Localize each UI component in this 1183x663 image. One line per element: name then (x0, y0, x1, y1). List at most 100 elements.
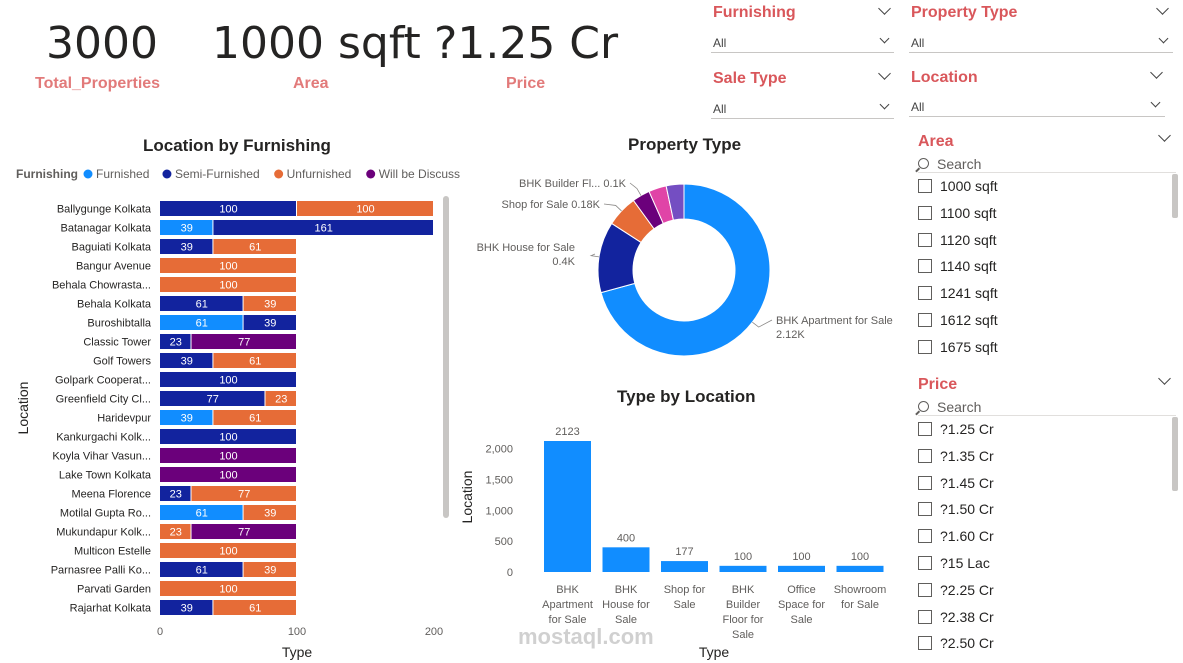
bar-baguiati-kolkata-unfurnished (213, 239, 296, 254)
area-option-1120-sqft[interactable]: 1120 sqft (918, 230, 997, 250)
checkbox[interactable] (918, 259, 932, 274)
x-tick-label: 0 (157, 626, 163, 638)
price-option-label: ?2.50 Cr (940, 635, 994, 650)
furnishing-dropdown[interactable]: All (711, 31, 894, 53)
checkbox[interactable] (918, 502, 932, 517)
column-showroom-for-sale (836, 565, 884, 572)
bar-parnasree-palli-ko-semi-furnished (160, 562, 243, 577)
bar-haridevpur-unfurnished (213, 410, 296, 425)
checkbox[interactable] (918, 529, 932, 544)
column-bhk-apartment-for-sale (544, 441, 591, 572)
checkbox[interactable] (918, 448, 932, 463)
area-option-label: 1120 sqft (940, 231, 997, 248)
y-tick-label: Meena Florence (72, 489, 152, 501)
checkbox[interactable] (918, 339, 932, 354)
price-slicer-title: Price (918, 376, 958, 393)
checkbox[interactable] (918, 609, 932, 624)
price-option-1-35-cr[interactable]: ?1.35 Cr (918, 446, 994, 466)
property-type-dropdown[interactable]: All (909, 31, 1173, 53)
x-tick-label: for Sale (841, 599, 879, 611)
x-tick-label: BHK (615, 584, 638, 596)
area-option-1675-sqft[interactable]: 1675 sqft (918, 337, 998, 357)
location-dropdown[interactable]: All (909, 95, 1165, 117)
x-tick-label: BHK (556, 584, 579, 596)
price-option-label: ?1.60 Cr (940, 528, 994, 545)
donut-label-bhk-house-for-sale: 0.4K (552, 256, 575, 268)
checkbox[interactable] (918, 232, 932, 247)
checkbox[interactable] (918, 636, 932, 650)
x-tick-label: 100 (288, 626, 306, 638)
x-axis-label: Type (699, 644, 730, 660)
data-label: 77 (238, 337, 250, 349)
y-tick-label: Motilal Gupta Ro... (60, 508, 151, 520)
donut-slice-showroom-for-sale (665, 183, 685, 221)
x-tick-label: Sale (790, 614, 812, 626)
price-option-1-50-cr[interactable]: ?1.50 Cr (918, 499, 994, 519)
bar-parvati-garden-unfurnished (160, 581, 296, 596)
data-label: 61 (249, 413, 261, 425)
y-tick-label: Multicon Estelle (74, 546, 151, 558)
y-tick-label: Parnasree Palli Ko... (51, 565, 151, 577)
bar-haridevpur-furnished (160, 410, 213, 425)
kpi-area-label: Area (293, 75, 329, 92)
area-option-1000-sqft[interactable]: 1000 sqft (918, 176, 998, 196)
checkbox[interactable] (918, 475, 932, 490)
bar-bangur-avenue-unfurnished (160, 258, 296, 273)
price-option-label: ?1.45 Cr (940, 474, 994, 491)
location-selected-value: All (911, 100, 925, 114)
legend-label-will-be-discussed: Will be Discussed (379, 167, 460, 181)
checkbox[interactable] (918, 205, 932, 220)
y-tick-label: Behala Chowrasta... (52, 280, 151, 292)
chart-scrollbar[interactable] (443, 196, 449, 518)
leader-line (629, 182, 642, 196)
checkbox[interactable] (918, 582, 932, 597)
price-option-2-25-cr[interactable]: ?2.25 Cr (918, 580, 994, 600)
price-option-1-25-cr[interactable]: ?1.25 Cr (918, 419, 994, 439)
price-search-input[interactable]: Search (918, 398, 1176, 416)
area-option-1612-sqft[interactable]: 1612 sqft (918, 310, 998, 330)
data-label: 100 (356, 204, 374, 216)
data-label: 39 (181, 603, 193, 615)
checkbox[interactable] (918, 286, 932, 301)
donut-label-shop-for-sale: Shop for Sale 0.18K (502, 199, 601, 211)
area-option-1140-sqft[interactable]: 1140 sqft (918, 256, 997, 276)
checkbox[interactable] (918, 179, 932, 193)
area-option-1100-sqft[interactable]: 1100 sqft (918, 203, 997, 223)
data-label: 23 (170, 527, 182, 539)
x-tick-label: Office (787, 584, 816, 596)
bar-mukundapur-kolk-unfurnished (160, 524, 191, 539)
checkbox[interactable] (918, 422, 932, 436)
data-label: 100 (219, 280, 237, 292)
bar-meena-florence-unfurnished (191, 486, 296, 501)
price-option-label: ?1.25 Cr (940, 421, 994, 437)
area-search-input[interactable]: Search (918, 155, 1176, 173)
data-label: 400 (617, 532, 635, 544)
property-type-slicer-title: Property Type (911, 4, 1018, 21)
price-list-scrollbar[interactable] (1172, 417, 1178, 491)
area-option-1241-sqft[interactable]: 1241 sqft (918, 283, 998, 303)
checkbox[interactable] (918, 556, 932, 570)
price-option-15-lac[interactable]: ?15 Lac (918, 553, 990, 573)
price-option-1-60-cr[interactable]: ?1.60 Cr (918, 526, 994, 546)
price-option-label: ?1.35 Cr (940, 447, 994, 464)
kpi-total-properties-value: 3000 (46, 18, 158, 69)
column-bhk-house-for-sale (602, 547, 650, 572)
data-label: 77 (207, 394, 219, 406)
price-option-2-50-cr[interactable]: ?2.50 Cr (918, 633, 994, 650)
legend-marker-will-be-discussed (366, 169, 376, 179)
area-list-scrollbar[interactable] (1172, 174, 1178, 218)
area-option-label: 1612 sqft (940, 312, 998, 328)
legend-marker-unfurnished (274, 169, 284, 179)
price-option-2-38-cr[interactable]: ?2.38 Cr (918, 607, 994, 627)
data-label: 39 (181, 356, 193, 368)
data-label: 39 (181, 242, 193, 254)
x-tick-label: House for (602, 599, 650, 611)
y-tick-label: Buroshibtalla (87, 318, 151, 330)
kpi-area-value: 1000 sqft (212, 18, 421, 69)
sale-type-dropdown[interactable]: All (711, 97, 894, 119)
property-type-selected-value: All (911, 36, 925, 50)
checkbox[interactable] (918, 313, 932, 327)
data-label: 161 (315, 223, 333, 235)
price-option-1-45-cr[interactable]: ?1.45 Cr (918, 473, 994, 493)
